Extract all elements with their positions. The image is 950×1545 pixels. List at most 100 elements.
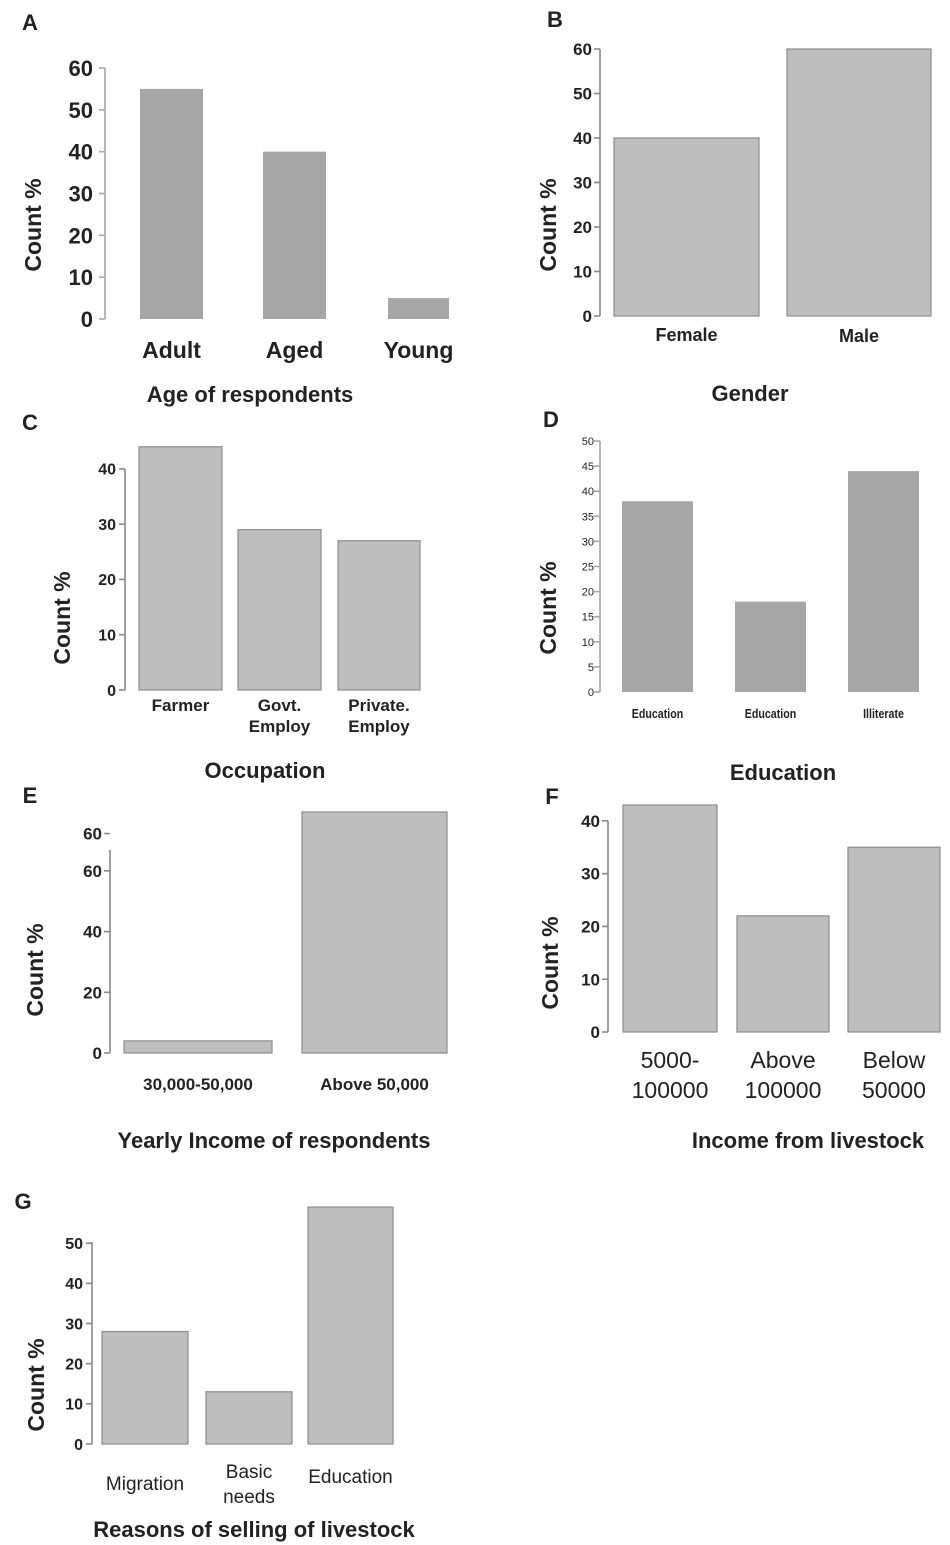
panel-g-bar — [205, 1391, 293, 1445]
panel-f-tick-label: 40 — [581, 812, 600, 831]
panel-c-y-label: Count % — [49, 571, 75, 664]
panel-c-letter: C — [22, 410, 38, 435]
panel-a-category-label: Adult — [142, 337, 201, 363]
panel-f-title: Income from livestock — [692, 1128, 925, 1153]
panel-a-title: Age of respondents — [147, 382, 354, 407]
panel-c-category-label: Farmer — [152, 696, 210, 715]
panel-d-bar — [735, 601, 806, 692]
panel-g-tick-label: 50 — [65, 1236, 83, 1253]
panel-d-tick-label: 30 — [582, 536, 594, 548]
panel-g-category-label: Basic needs — [223, 1462, 275, 1508]
panel-d-letter: D — [543, 407, 559, 432]
panel-d-category-label: Illiterate — [863, 706, 904, 721]
panel-d-bar — [622, 501, 693, 692]
panel-f-category-label: Below 50000 — [862, 1047, 926, 1103]
panel-d-tick-label: 10 — [582, 637, 594, 649]
panel-d-tick-label: 40 — [582, 486, 594, 498]
panel-b-tick-label: 0 — [583, 307, 592, 326]
panel-g-tick-label: 0 — [74, 1437, 83, 1454]
panel-f-bar — [847, 846, 941, 1033]
panel-d: D 0 5 10 15 20 25 30 35 40 45 50 Education Education I… — [535, 407, 919, 785]
panel-d-tick-label: 35 — [582, 511, 594, 523]
panel-e-tick-label: 0 — [93, 1044, 102, 1063]
panel-b-tick-label: 50 — [573, 85, 592, 104]
panel-e-letter: E — [23, 783, 38, 808]
panel-a-y-label: Count % — [20, 178, 46, 271]
panel-f-tick-label: 20 — [581, 918, 600, 937]
panel-a-tick-label: 50 — [69, 98, 93, 123]
panel-f-bar — [736, 915, 830, 1033]
panel-b-category-label: Female — [655, 325, 717, 345]
panel-b-tick-label: 20 — [573, 218, 592, 237]
panel-d-tick-label: 25 — [582, 561, 594, 573]
panel-f-y-label: Count % — [537, 916, 563, 1009]
panel-b-category-label: Male — [839, 326, 879, 346]
panel-c-title: Occupation — [204, 758, 325, 783]
panel-a-bar — [140, 88, 203, 320]
panel-b-bar — [613, 137, 760, 317]
panel-a-tick-label: 30 — [69, 181, 93, 206]
panel-c-category-label: Private. Employ — [348, 696, 410, 736]
panel-a-tick-label: 60 — [69, 56, 93, 81]
panel-b-y-label: Count % — [535, 178, 561, 271]
panel-f-category-label: Above 100000 — [745, 1047, 822, 1103]
panel-a-bar — [388, 298, 449, 319]
panel-e-category-label: Above 50,000 — [320, 1075, 429, 1094]
panel-a-tick-label: 40 — [69, 140, 93, 165]
panel-c-tick-label: 40 — [98, 462, 116, 479]
panel-c-bar — [138, 446, 223, 691]
panel-d-bar — [848, 471, 919, 692]
panel-d-tick-label: 20 — [582, 587, 594, 599]
panel-d-title: Education — [730, 760, 836, 785]
panel-g-letter: G — [14, 1189, 31, 1214]
panel-g-category-label: Migration — [106, 1474, 184, 1495]
panel-g-tick-label: 30 — [65, 1316, 83, 1333]
panel-e: E 0 20 40 60 60 30,000-50,000 Above 50,000 Count… — [22, 783, 448, 1153]
panel-a-category-label: Aged — [266, 337, 324, 363]
panel-e-tick-label: 60 — [83, 825, 102, 844]
panel-b: B 0 10 20 30 40 50 60 Female Male Count % Gender — [535, 7, 932, 406]
panel-a-tick-label: 10 — [69, 265, 93, 290]
panel-b-tick-label: 30 — [573, 174, 592, 193]
panel-f-bar — [622, 804, 718, 1033]
panel-f-tick-label: 0 — [591, 1023, 600, 1042]
panel-e-category-label: 30,000-50,000 — [143, 1075, 253, 1094]
panel-e-title: Yearly Income of respondents — [118, 1128, 431, 1153]
panel-d-category-label: Education — [745, 706, 796, 721]
panel-d-tick-label: 50 — [582, 436, 594, 448]
panel-g-tick-label: 10 — [65, 1397, 83, 1414]
panel-a-letter: A — [22, 10, 38, 35]
panel-d-tick-label: 0 — [588, 687, 594, 699]
panel-f-tick-label: 10 — [581, 970, 600, 989]
panel-g: G 0 10 20 30 40 50 Migration Basic needs Education… — [14, 1189, 415, 1542]
panel-d-tick-label: 45 — [582, 461, 594, 473]
panel-a-tick-label: 20 — [69, 223, 93, 248]
panel-e-bar — [301, 811, 448, 1054]
panel-b-bar — [786, 48, 932, 317]
panel-d-y-label: Count % — [535, 561, 561, 654]
panel-f-letter: F — [545, 784, 558, 809]
panel-a-tick-label: 0 — [81, 307, 93, 332]
panel-b-tick-label: 60 — [573, 40, 592, 59]
panel-d-tick-label: 15 — [582, 612, 594, 624]
panel-c-category-label: Govt. Employ — [249, 696, 311, 736]
panel-c-bar — [237, 529, 322, 691]
panel-g-category-label: Education — [308, 1467, 393, 1488]
panel-g-y-label: Count % — [23, 1338, 49, 1431]
panel-g-tick-label: 20 — [65, 1356, 83, 1373]
panel-c-bar — [337, 540, 421, 691]
panel-f-tick-label: 30 — [581, 865, 600, 884]
panel-a-bar — [263, 151, 326, 319]
panel-b-letter: B — [547, 7, 563, 32]
panel-f-category-label: 5000-100000 — [632, 1047, 709, 1103]
panel-e-tick-label: 60 — [83, 862, 102, 881]
panel-c-tick-label: 0 — [107, 683, 116, 700]
panel-f: F 0 10 20 30 40 5000-100000 Above 100000 Below 500… — [537, 784, 941, 1153]
panel-g-tick-label: 40 — [65, 1276, 83, 1293]
panel-a-category-label: Young — [384, 337, 454, 363]
panel-e-tick-label: 20 — [83, 983, 102, 1002]
panel-b-tick-label: 40 — [573, 129, 592, 148]
panel-b-tick-label: 10 — [573, 263, 592, 282]
panel-g-bar — [101, 1330, 189, 1445]
